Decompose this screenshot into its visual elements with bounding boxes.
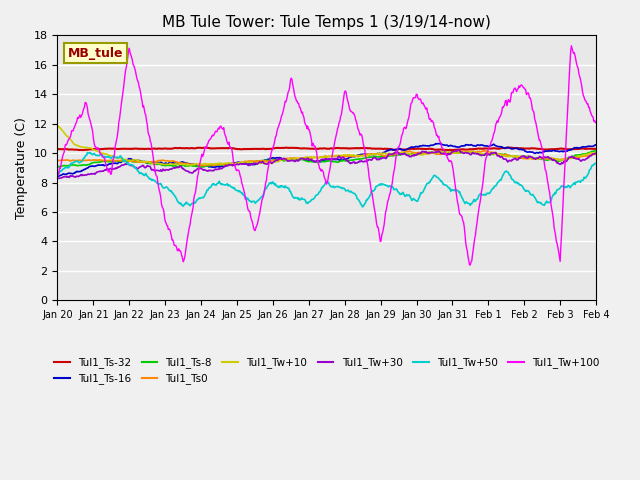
Tul1_Tw+30	[174, 165, 182, 170]
Tul1_Tw+10	[203, 161, 211, 167]
Tul1_Tw+100	[173, 248, 181, 253]
Tul1_Tw+10	[54, 122, 61, 128]
Tul1_Ts-8	[54, 164, 61, 170]
Tul1_Ts0	[54, 157, 61, 163]
Tul1_Ts-16	[393, 146, 401, 152]
Tul1_Ts-8	[392, 152, 400, 157]
Tul1_Tw+50	[120, 158, 127, 164]
Tul1_Tw+30	[120, 162, 127, 168]
Tul1_Ts0	[482, 148, 490, 154]
Line: Tul1_Tw+100: Tul1_Tw+100	[58, 46, 596, 265]
Tul1_Ts-32	[173, 145, 181, 151]
Tul1_Tw+50	[592, 160, 600, 166]
Tul1_Tw+50	[410, 196, 417, 202]
Title: MB Tule Tower: Tule Temps 1 (3/19/14-now): MB Tule Tower: Tule Temps 1 (3/19/14-now…	[163, 15, 491, 30]
Tul1_Ts-32	[392, 147, 400, 153]
Tul1_Ts-16	[409, 144, 417, 150]
Tul1_Tw+10	[173, 162, 181, 168]
Tul1_Tw+50	[174, 199, 182, 204]
Tul1_Ts-32	[408, 146, 415, 152]
Tul1_Ts-32	[504, 144, 511, 150]
Tul1_Ts-16	[203, 163, 211, 168]
Tul1_Ts-16	[120, 158, 127, 164]
Tul1_Tw+10	[592, 149, 600, 155]
Line: Tul1_Ts-32: Tul1_Ts-32	[58, 147, 596, 150]
Tul1_Tw+100	[467, 262, 474, 268]
Tul1_Tw+100	[54, 174, 61, 180]
Tul1_Ts-32	[592, 146, 600, 152]
Line: Tul1_Tw+30: Tul1_Tw+30	[58, 149, 596, 179]
Tul1_Ts0	[393, 151, 401, 156]
Tul1_Ts-16	[64, 171, 72, 177]
Tul1_Tw+30	[592, 150, 600, 156]
Tul1_Ts-8	[408, 151, 415, 157]
Line: Tul1_Ts0: Tul1_Ts0	[58, 151, 596, 166]
Tul1_Ts-16	[54, 173, 61, 179]
Y-axis label: Temperature (C): Temperature (C)	[15, 117, 28, 219]
Tul1_Ts0	[592, 151, 600, 157]
Tul1_Tw+100	[408, 100, 415, 106]
Tul1_Ts-8	[592, 147, 600, 153]
Tul1_Ts-16	[174, 160, 182, 166]
Tul1_Ts-8	[202, 163, 209, 169]
Tul1_Ts0	[196, 163, 204, 168]
Tul1_Tw+50	[203, 189, 211, 195]
Tul1_Ts0	[63, 157, 71, 163]
Tul1_Tw+10	[393, 151, 401, 156]
Tul1_Ts0	[203, 162, 211, 168]
Tul1_Ts-8	[63, 163, 71, 169]
Tul1_Tw+10	[409, 151, 417, 157]
Tul1_Tw+30	[393, 149, 401, 155]
Tul1_Ts0	[409, 149, 417, 155]
Line: Tul1_Tw+10: Tul1_Tw+10	[58, 125, 596, 165]
Legend: Tul1_Ts-32, Tul1_Ts-16, Tul1_Ts-8, Tul1_Ts0, Tul1_Tw+10, Tul1_Tw+30, Tul1_Tw+50,: Tul1_Ts-32, Tul1_Ts-16, Tul1_Ts-8, Tul1_…	[50, 353, 604, 389]
Tul1_Tw+100	[119, 92, 127, 97]
Tul1_Tw+100	[202, 144, 209, 150]
Tul1_Tw+100	[568, 43, 575, 48]
Tul1_Ts0	[119, 158, 127, 164]
Tul1_Ts-32	[202, 145, 209, 151]
Tul1_Ts-8	[173, 164, 181, 169]
Tul1_Tw+50	[63, 165, 71, 170]
Text: MB_tule: MB_tule	[68, 47, 124, 60]
Tul1_Tw+50	[86, 150, 94, 156]
Tul1_Tw+50	[394, 189, 401, 194]
Tul1_Tw+100	[592, 120, 600, 126]
Tul1_Tw+100	[392, 154, 400, 159]
Tul1_Tw+10	[63, 133, 71, 139]
Tul1_Tw+10	[119, 156, 127, 162]
Tul1_Ts-32	[447, 147, 455, 153]
Tul1_Tw+30	[454, 146, 462, 152]
Line: Tul1_Ts-8: Tul1_Ts-8	[58, 150, 596, 167]
Tul1_Ts-8	[119, 158, 127, 164]
Tul1_Tw+50	[54, 172, 61, 178]
Tul1_Tw+100	[63, 141, 71, 146]
Tul1_Ts-16	[592, 142, 600, 148]
Tul1_Tw+30	[55, 176, 63, 181]
Tul1_Tw+30	[409, 153, 417, 159]
Tul1_Ts-16	[435, 141, 443, 146]
Tul1_Tw+10	[184, 162, 191, 168]
Tul1_Tw+30	[64, 174, 72, 180]
Line: Tul1_Tw+50: Tul1_Tw+50	[58, 153, 596, 207]
Tul1_Ts-32	[63, 146, 71, 152]
Tul1_Ts-16	[55, 173, 63, 179]
Tul1_Ts-32	[119, 146, 127, 152]
Tul1_Tw+30	[203, 168, 211, 173]
Line: Tul1_Ts-16: Tul1_Ts-16	[58, 144, 596, 176]
Tul1_Tw+30	[54, 175, 61, 180]
Tul1_Ts0	[173, 159, 181, 165]
Tul1_Tw+50	[358, 204, 366, 210]
Tul1_Ts-32	[54, 146, 61, 152]
